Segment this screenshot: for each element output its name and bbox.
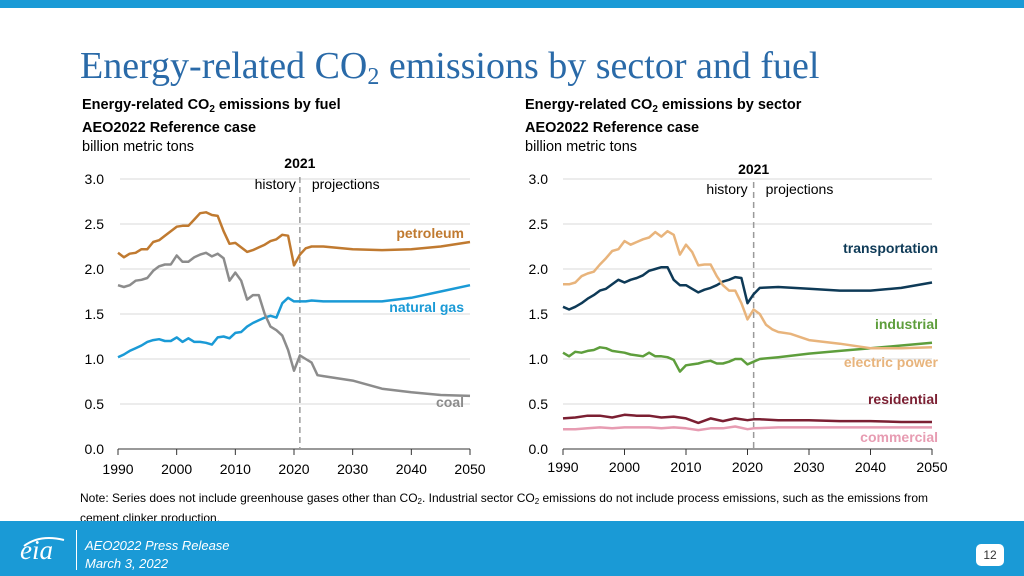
x-tick-label: 2020 xyxy=(278,461,309,477)
series-line-petroleum xyxy=(117,211,471,267)
fuel-emissions-chart: 0.0 0.5 1.0 1.5 2.0 2.5 3.0 1990 2000 2010 2020 203… xyxy=(85,155,486,477)
y-tick-label: 2.0 xyxy=(85,261,105,277)
y-tick-label: 0.5 xyxy=(85,396,105,412)
series-label-transportation: transportation xyxy=(843,240,938,256)
x-tick-label: 1990 xyxy=(547,459,578,475)
projections-label: projections xyxy=(766,181,834,197)
y-tick-label: 0.5 xyxy=(529,396,549,412)
series-line-electric-power xyxy=(563,229,933,350)
series-line-natural-gas xyxy=(117,283,471,359)
y-tick-label: 1.0 xyxy=(529,351,549,367)
eia-logo-swoosh-icon xyxy=(23,537,65,547)
x-tick-label: 2000 xyxy=(161,461,192,477)
footer-release-date: March 3, 2022 xyxy=(85,556,169,571)
footer-bar xyxy=(0,521,1024,576)
series-label-commercial: commercial xyxy=(860,429,938,445)
y-tick-label: 0.0 xyxy=(85,441,105,457)
x-tick-label: 2010 xyxy=(670,459,701,475)
x-tick-label: 2020 xyxy=(732,459,763,475)
x-tick-label: 2050 xyxy=(454,461,485,477)
footer-release-info: AEO2022 Press Release March 3, 2022 xyxy=(85,537,230,573)
page-title: Energy-related CO2 emissions by sector a… xyxy=(80,45,820,90)
y-tick-label: 2.0 xyxy=(529,261,549,277)
x-tick-label: 2030 xyxy=(337,461,368,477)
x-tick-label: 2040 xyxy=(396,461,427,477)
footer-divider xyxy=(76,530,77,570)
series-line-commercial xyxy=(563,425,932,432)
series-label-electric-power: electric power xyxy=(844,354,939,370)
sector-emissions-chart: 0.0 0.5 1.0 1.5 2.0 2.5 3.0 1990 2000 2010 2020 203… xyxy=(529,161,948,475)
divider-year-label: 2021 xyxy=(284,155,315,171)
left-chart-header: Energy-related CO2 emissions by fuel AEO… xyxy=(82,97,341,155)
x-tick-label: 2040 xyxy=(855,459,886,475)
x-tick-label: 2050 xyxy=(916,459,947,475)
history-label: history xyxy=(706,181,747,197)
series-line-transportation xyxy=(562,265,933,311)
y-tick-label: 3.0 xyxy=(85,171,105,187)
y-tick-label: 0.0 xyxy=(529,441,549,457)
series-label-residential: residential xyxy=(868,391,938,407)
series-label-petroleum: petroleum xyxy=(396,225,464,241)
y-tick-label: 2.5 xyxy=(529,216,549,232)
series-line-residential xyxy=(562,413,932,425)
x-tick-label: 1990 xyxy=(102,461,133,477)
eia-logo[interactable]: eia xyxy=(20,535,53,565)
projections-label: projections xyxy=(312,176,380,192)
series-line-industrial xyxy=(562,341,933,373)
series-label-natural-gas: natural gas xyxy=(389,299,464,315)
series-label-industrial: industrial xyxy=(875,316,938,332)
footer-release-title: AEO2022 Press Release xyxy=(85,538,230,553)
history-label: history xyxy=(255,176,296,192)
x-tick-label: 2030 xyxy=(793,459,824,475)
top-accent-bar xyxy=(0,0,1024,8)
y-tick-label: 1.5 xyxy=(529,306,549,322)
y-tick-label: 1.0 xyxy=(85,351,105,367)
x-tick-label: 2000 xyxy=(609,459,640,475)
y-tick-label: 3.0 xyxy=(529,171,549,187)
right-chart-header: Energy-related CO2 emissions by sector A… xyxy=(525,97,802,155)
y-tick-label: 1.5 xyxy=(85,306,105,322)
divider-year-label: 2021 xyxy=(738,161,769,177)
series-line-coal xyxy=(117,251,471,398)
x-tick-label: 2010 xyxy=(220,461,251,477)
page-number: 12 xyxy=(976,544,1004,566)
y-tick-label: 2.5 xyxy=(85,216,105,232)
series-label-coal: coal xyxy=(436,394,464,410)
